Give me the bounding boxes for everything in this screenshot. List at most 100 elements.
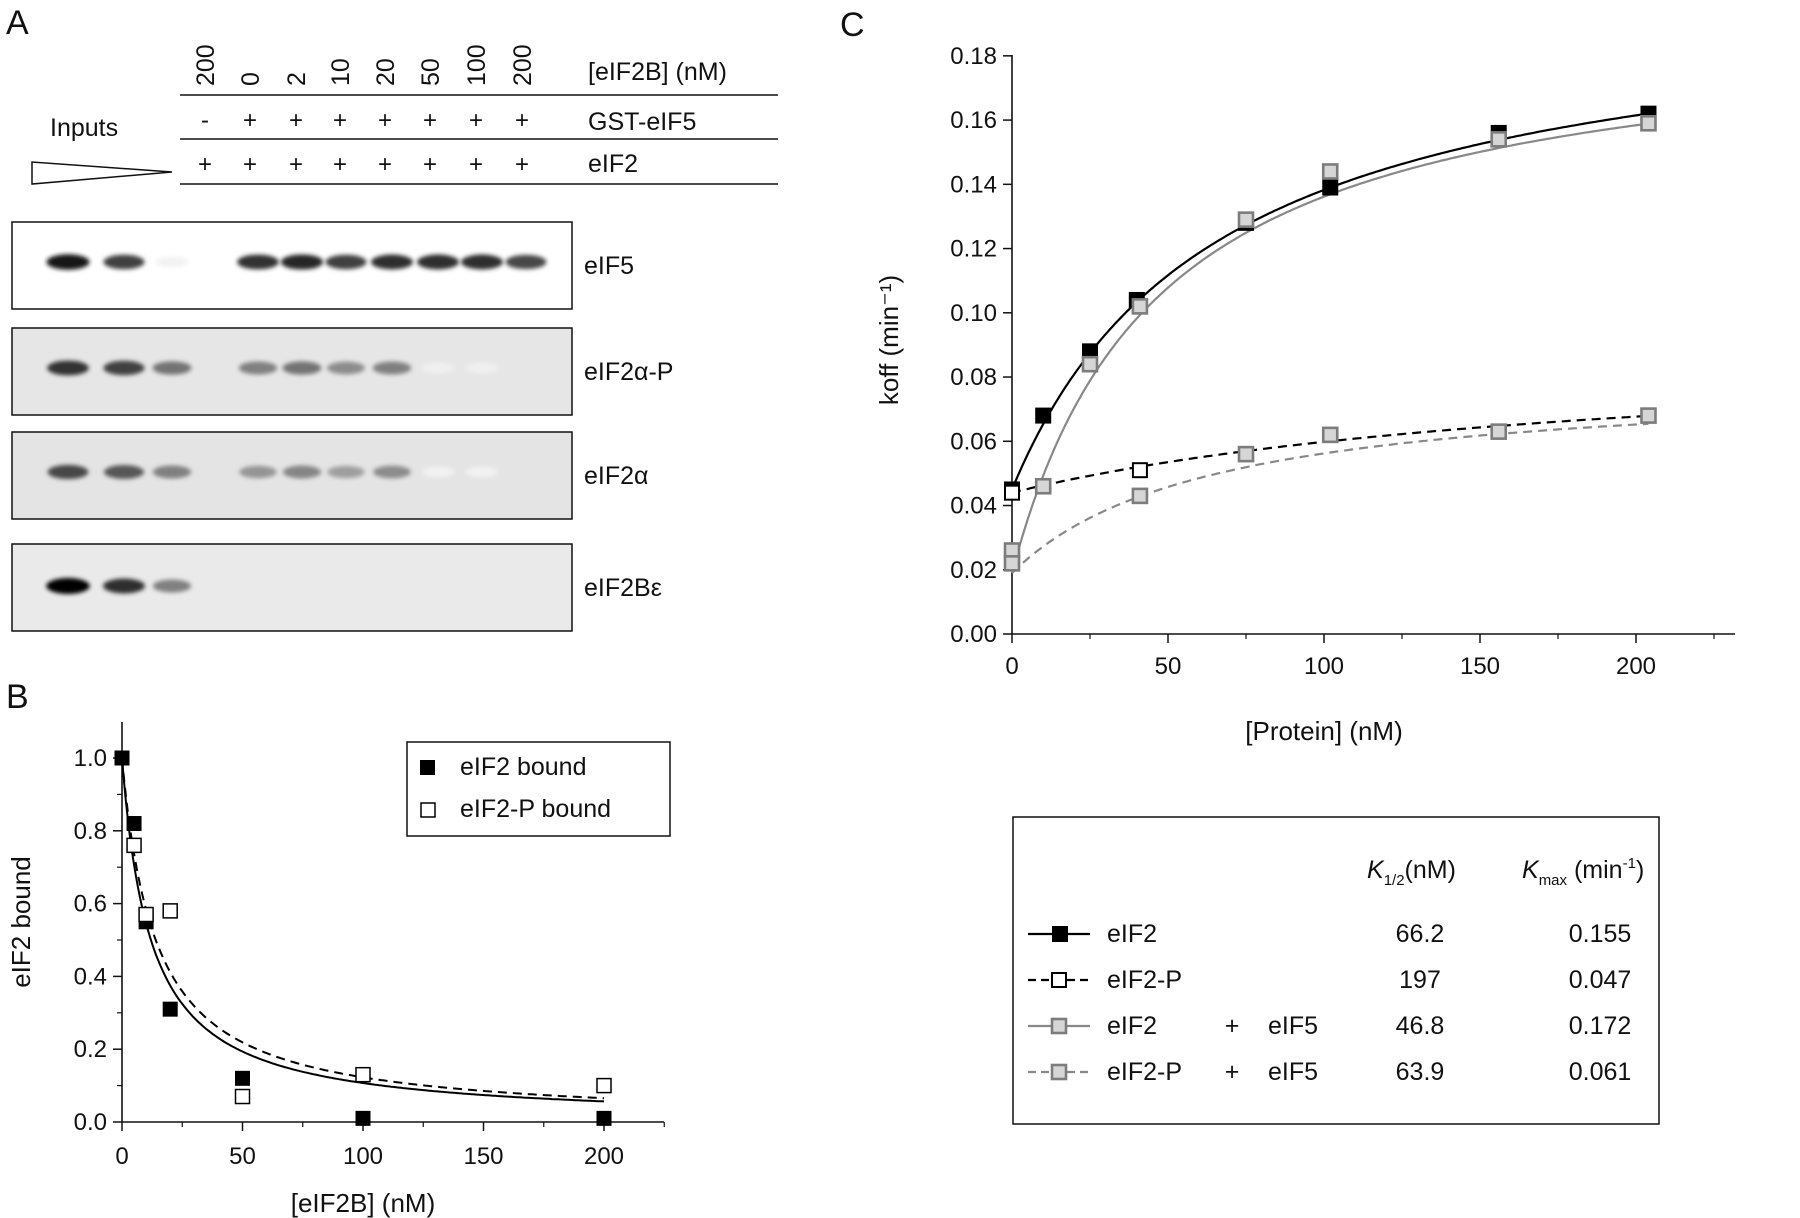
blot-band [103,360,145,376]
data-point-eif2-bound [114,750,130,766]
blot-label: eIF2α [584,462,648,490]
blot-band [280,254,324,270]
data-point-eif2 [1322,179,1339,196]
blot-band [237,254,279,270]
blot-band [238,361,278,375]
blot-band [505,254,547,270]
blot-band [46,254,90,270]
eif2-header: eIF2 [588,150,638,178]
panel-c-letter: C [840,6,865,44]
x-tick-label: 200 [584,1143,624,1170]
data-point-eif2-bound [162,1001,178,1017]
gst-sign: + [423,107,437,134]
row-kmax: 0.155 [1569,920,1632,948]
blot-band [421,362,455,374]
row-protein: eIF2 [1107,920,1157,948]
row-partner: eIF5 [1268,1012,1318,1040]
conc-value: 50 [417,58,445,86]
chart-b-legend [406,741,671,837]
kinetics-table: K1/2(nM) Kmax (min-1) eIF2 66.2 0.155 eIF2-… [1012,816,1660,1125]
x-axis-label: [eIF2B] (nM) [291,1188,435,1218]
blot-band [282,465,322,479]
chart-c: 0 50 100 150 200 0.00 0.02 0.04 0.06 0.08 0.10 0.12… [874,43,1735,746]
row-k-half: 197 [1399,966,1441,994]
concentration-labels: 200 0 2 10 20 50 100 200 [192,44,537,86]
blot-band [103,465,145,479]
gst-sign: - [201,107,209,134]
kmax-header: Kmax (min-1) [1522,855,1644,889]
data-point-eif2-eif5 [1081,355,1099,373]
panel-b-letter: B [6,678,29,716]
row-plus: + [1225,1012,1240,1040]
inputs-gradient-triangle [31,161,173,185]
conc-value: 0 [237,72,265,86]
y-axis-label: koff (min⁻¹) [874,275,904,405]
blot-band [282,361,322,375]
row-kmax: 0.047 [1569,966,1632,994]
chart-b: 0 50 100 150 200 0.0 0.2 0.4 0.6 0.8 1.0 [eIF2B] (n… [6,722,665,1218]
data-point-eif2-eif5 [1640,114,1657,132]
y-tick-label: 0.00 [950,621,997,648]
gst-sign: + [469,107,483,134]
y-tick-label: 0.18 [950,43,997,70]
row-k-half: 63.9 [1396,1058,1445,1086]
blot-band [152,579,192,593]
y-tick-label: 0.0 [74,1109,107,1136]
data-point-eif2-p-bound [162,903,178,919]
kinetics-table-frame [1012,816,1660,1125]
blot-band [47,464,89,480]
row-protein: eIF2-P [1107,1058,1182,1086]
data-point-eif2-p-eif5 [1237,445,1255,463]
blot-label: eIF2α-P [584,358,673,386]
y-tick-label: 0.4 [74,963,107,990]
conc-value: 20 [372,58,400,86]
blot-band [152,361,192,375]
x-tick-label: 150 [1460,653,1500,680]
k-half-header: K1/2(nM) [1367,856,1456,889]
conc-value: 2 [283,72,311,86]
row-kmax: 0.061 [1569,1058,1632,1086]
legend-marker-eif2-bound [420,760,435,775]
blot-frame [11,543,573,632]
eif2-sign: + [515,151,529,178]
row-kmax: 0.172 [1569,1012,1632,1040]
data-point-eif2-p-bound [596,1077,612,1094]
y-tick-label: 0.14 [950,171,997,198]
conc-value: 100 [463,44,491,86]
gst-sign: + [333,107,347,134]
blot-band [102,578,146,594]
y-tick-label: 0.10 [950,300,997,327]
x-tick-label: 0 [115,1143,128,1170]
eif2-sign: + [378,151,392,178]
blot-band [460,254,504,270]
y-tick-label: 0.16 [950,107,997,134]
data-point-eif2-p-eif5 [1640,407,1657,424]
data-point-eif2-p-eif5 [1003,555,1021,572]
row-protein: eIF2 [1107,1012,1157,1040]
eif2-sign: + [423,151,437,178]
blot-band [465,362,499,374]
gst-sign: + [378,107,392,134]
data-point-eif2-p-bound [126,837,142,854]
row-k-half: 66.2 [1396,920,1445,948]
row-protein: eIF2-P [1107,966,1182,994]
y-tick-label: 0.08 [950,364,997,391]
legend-marker [1051,972,1067,988]
data-point-eif2-p-eif5 [1490,423,1508,440]
y-tick-label: 1.0 [74,745,107,772]
data-point-eif2-bound [235,1070,250,1086]
blot-band [416,254,460,270]
legend-marker [1052,926,1068,942]
eif2-sign: + [333,151,347,178]
fit-curve-eif2-p-bound [121,757,605,1100]
eif2-sign: + [289,151,303,178]
blot-label: eIF2Bε [584,574,662,602]
y-axis-label: eIF2 bound [6,856,36,988]
data-point-eif2-eif5 [1490,131,1508,148]
row-partner: eIF5 [1268,1058,1318,1086]
legend-marker [1050,1063,1068,1081]
y-tick-label: 0.2 [74,1036,107,1063]
y-tick-label: 0.02 [950,557,997,584]
panel-a-letter: A [6,4,29,42]
legend-marker [1050,1017,1068,1035]
